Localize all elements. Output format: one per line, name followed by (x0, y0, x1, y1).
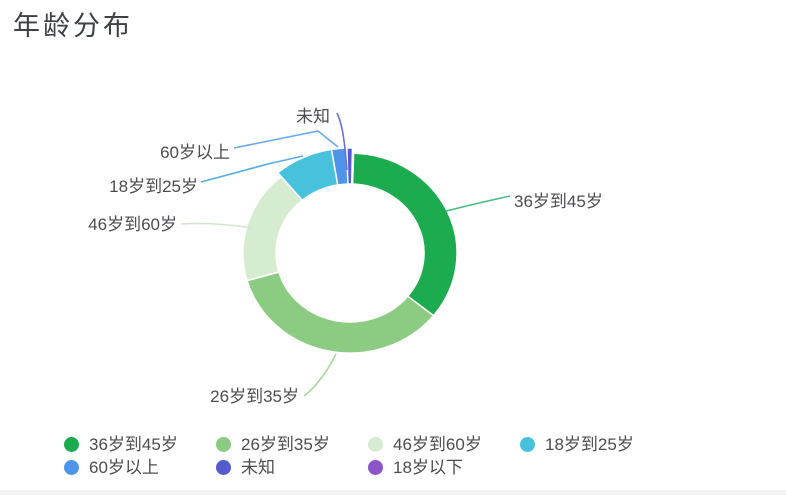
callout-label-unknown: 未知 (296, 107, 330, 126)
legend-label-18-25: 18岁到25岁 (545, 435, 634, 454)
legend-item-under-18[interactable]: 18岁以下 (368, 456, 520, 479)
callout-label-18-25: 18岁到25岁 (109, 177, 198, 196)
legend-dot-under-18 (368, 460, 383, 475)
legend-item-unknown[interactable]: 未知 (216, 456, 368, 479)
legend-label-26-35: 26岁到35岁 (241, 435, 330, 454)
legend-item-46-60[interactable]: 46岁到60岁 (368, 433, 520, 456)
leader-line-26-35 (303, 353, 337, 397)
legend-item-18-25[interactable]: 18岁到25岁 (520, 433, 672, 456)
pie-segment-unknown[interactable] (346, 147, 354, 185)
legend-label-unknown: 未知 (241, 458, 275, 477)
legend-dot-46-60 (368, 437, 383, 452)
callout-label-60-plus: 60岁以上 (160, 143, 230, 162)
legend-label-under-18: 18岁以下 (393, 458, 463, 477)
legend-dot-18-25 (520, 437, 535, 452)
leader-line-36-45 (445, 195, 511, 212)
legend-label-60-plus: 60岁以上 (89, 458, 159, 477)
leader-line-60-plus (233, 130, 339, 149)
callout-label-36-45: 36岁到45岁 (514, 192, 603, 211)
legend-label-36-45: 36岁到45岁 (89, 435, 178, 454)
legend-dot-60-plus (64, 460, 79, 475)
legend-item-60-plus[interactable]: 60岁以上 (64, 456, 216, 479)
legend-label-46-60: 46岁到60岁 (393, 435, 482, 454)
callout-label-46-60: 46岁到60岁 (88, 215, 177, 234)
pie-segment-26-35[interactable] (246, 271, 435, 354)
bottom-divider (0, 490, 786, 495)
chart-legend: 36岁到45岁 26岁到35岁 46岁到60岁 18岁到25岁 60岁以上 未知 18岁以下 (64, 433, 704, 479)
legend-dot-26-35 (216, 437, 231, 452)
leader-line-unknown (336, 112, 348, 171)
chart-title: 年龄分布 (13, 11, 133, 41)
leader-line-18-25 (200, 155, 304, 183)
legend-dot-unknown (216, 460, 231, 475)
leader-line-46-60 (180, 222, 253, 229)
legend-dot-36-45 (64, 437, 79, 452)
legend-item-36-45[interactable]: 36岁到45岁 (64, 433, 216, 456)
pie-segment-36-45[interactable] (351, 152, 458, 317)
donut-chart: 36岁到45岁 26岁到35岁 46岁到60岁 18岁到25岁 60岁以上 未知 (88, 107, 603, 406)
legend-item-26-35[interactable]: 26岁到35岁 (216, 433, 368, 456)
callout-label-26-35: 26岁到35岁 (210, 387, 299, 406)
